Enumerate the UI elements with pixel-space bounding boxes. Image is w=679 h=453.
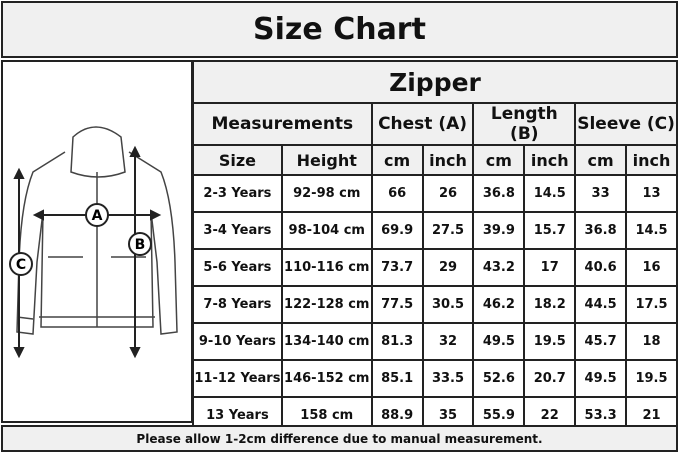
column-header: inch (421, 144, 475, 176)
table-cell: 27.5 (421, 211, 475, 250)
table-cell: 15.7 (523, 211, 577, 250)
table-cell: 66 (370, 174, 424, 213)
table-row: 3-4 Years 98-104 cm 69.9 27.5 39.9 15.7 36.8 14… (192, 211, 678, 250)
table-row: 9-10 Years 134-140 cm 81.3 32 49.5 19.5 45.7 18 (192, 322, 678, 361)
label-c: C (16, 257, 26, 273)
table-cell: 146-152 cm (280, 359, 373, 398)
table-cell: 52.6 (472, 359, 526, 398)
table-cell: 14.5 (625, 211, 678, 250)
table-cell: 110-116 cm (280, 248, 373, 287)
table-cell: 26 (421, 174, 475, 213)
column-header: inch (625, 144, 678, 176)
table-row: 13 Years 158 cm 88.9 35 55.9 22 53.3 21 (192, 396, 678, 435)
table-cell: 85.1 (370, 359, 424, 398)
table-cell: 36.8 (472, 174, 526, 213)
table-cell: 45.7 (574, 322, 628, 361)
column-header: cm (370, 144, 424, 176)
label-b: B (135, 237, 146, 253)
table-cell: 46.2 (472, 285, 526, 324)
table-cell: 29 (421, 248, 475, 287)
column-header: inch (523, 144, 577, 176)
label-a: A (92, 208, 103, 224)
footer-note: Please allow 1-2cm difference due to man… (1, 425, 678, 452)
table-cell: 40.6 (574, 248, 628, 287)
table-cell: 36.8 (574, 211, 628, 250)
size-table: Zipper Measurements Chest (A) Length (B)… (192, 60, 678, 435)
table-row: 7-8 Years 122-128 cm 77.5 30.5 46.2 18.2 44.5 1… (192, 285, 678, 324)
table-cell: 98-104 cm (280, 211, 373, 250)
table-cell: 33 (574, 174, 628, 213)
table-cell: 11-12 Years (192, 359, 283, 398)
table-cell: 9-10 Years (192, 322, 283, 361)
table-cell: 69.9 (370, 211, 424, 250)
hoodie-diagram: A B C (1, 60, 193, 423)
table-cell: 43.2 (472, 248, 526, 287)
table-cell: 92-98 cm (280, 174, 373, 213)
table-cell: 49.5 (574, 359, 628, 398)
table-cell: 19.5 (523, 322, 577, 361)
group-header: Length (B) (472, 102, 577, 146)
table-cell: 13 (625, 174, 678, 213)
page-title: Size Chart (1, 1, 678, 58)
table-cell: 17 (523, 248, 577, 287)
column-header: Height (280, 144, 373, 176)
table-cell: 30.5 (421, 285, 475, 324)
table-cell: 39.9 (472, 211, 526, 250)
style-heading: Zipper (192, 60, 678, 104)
table-cell: 7-8 Years (192, 285, 283, 324)
table-cell: 122-128 cm (280, 285, 373, 324)
hoodie-sketch-icon: A B C (9, 126, 178, 359)
group-header: Sleeve (C) (574, 102, 678, 146)
table-cell: 73.7 (370, 248, 424, 287)
column-header: cm (574, 144, 628, 176)
table-cell: 77.5 (370, 285, 424, 324)
table-row: 11-12 Years 146-152 cm 85.1 33.5 52.6 20.7 49.… (192, 359, 678, 398)
table-cell: 14.5 (523, 174, 577, 213)
table-row: 5-6 Years 110-116 cm 73.7 29 43.2 17 40.6 16 (192, 248, 678, 287)
group-header: Measurements (192, 102, 373, 146)
column-header: Size (192, 144, 283, 176)
table-cell: 32 (421, 322, 475, 361)
table-cell: 19.5 (625, 359, 678, 398)
table-cell: 33.5 (421, 359, 475, 398)
table-cell: 17.5 (625, 285, 678, 324)
group-header: Chest (A) (370, 102, 475, 146)
table-cell: 44.5 (574, 285, 628, 324)
table-cell: 49.5 (472, 322, 526, 361)
table-cell: 16 (625, 248, 678, 287)
table-row: 2-3 Years 92-98 cm 66 26 36.8 14.5 33 13 (192, 174, 678, 213)
table-cell: 18 (625, 322, 678, 361)
table-cell: 20.7 (523, 359, 577, 398)
column-header: cm (472, 144, 526, 176)
table-cell: 2-3 Years (192, 174, 283, 213)
table-cell: 5-6 Years (192, 248, 283, 287)
table-cell: 81.3 (370, 322, 424, 361)
table-cell: 18.2 (523, 285, 577, 324)
table-cell: 3-4 Years (192, 211, 283, 250)
table-cell: 134-140 cm (280, 322, 373, 361)
